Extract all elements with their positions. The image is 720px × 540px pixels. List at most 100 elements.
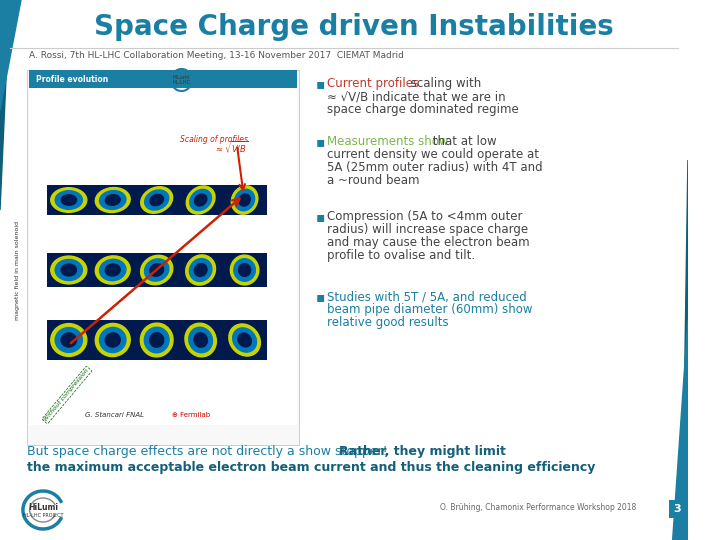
Text: and may cause the electron beam: and may cause the electron beam <box>327 236 529 249</box>
Ellipse shape <box>140 187 173 213</box>
Ellipse shape <box>150 264 163 276</box>
Bar <box>222 253 266 287</box>
Ellipse shape <box>95 256 130 284</box>
Ellipse shape <box>105 333 120 347</box>
Text: Space Charge driven Instabilities: Space Charge driven Instabilities <box>94 13 613 41</box>
Polygon shape <box>0 0 9 210</box>
Text: current density we could operate at: current density we could operate at <box>327 148 539 161</box>
Text: relative good results: relative good results <box>327 316 449 329</box>
Ellipse shape <box>105 195 120 205</box>
Bar <box>29 70 297 88</box>
Ellipse shape <box>230 255 259 285</box>
Ellipse shape <box>55 191 82 210</box>
Text: Rather, they might limit: Rather, they might limit <box>339 446 506 458</box>
Ellipse shape <box>55 259 82 281</box>
Text: A. Rossi, 7th HL-LHC Collaboration Meeting, 13-16 November 2017  CIEMAT Madrid: A. Rossi, 7th HL-LHC Collaboration Meeti… <box>29 51 403 60</box>
Text: Scaling of profiles: Scaling of profiles <box>181 136 248 145</box>
Bar <box>135 185 179 215</box>
Bar <box>47 253 91 287</box>
Ellipse shape <box>194 333 207 347</box>
Ellipse shape <box>186 186 215 214</box>
Ellipse shape <box>234 259 256 281</box>
Ellipse shape <box>229 324 261 356</box>
Text: O. Brühing, Chamonix Performance Workshop 2018: O. Brühing, Chamonix Performance Worksho… <box>439 503 636 511</box>
Bar <box>179 185 222 215</box>
Text: G. Stancari FNAL: G. Stancari FNAL <box>85 412 144 418</box>
Text: a ~round beam: a ~round beam <box>327 174 419 187</box>
Ellipse shape <box>140 323 173 357</box>
Text: space charge dominated regime: space charge dominated regime <box>327 103 518 116</box>
Ellipse shape <box>55 328 82 353</box>
Ellipse shape <box>51 188 87 212</box>
Ellipse shape <box>51 323 87 356</box>
Ellipse shape <box>61 195 76 205</box>
Ellipse shape <box>239 194 251 206</box>
Text: 5A (25mm outer radius) with 4T and: 5A (25mm outer radius) with 4T and <box>327 161 542 174</box>
Ellipse shape <box>189 327 212 353</box>
Ellipse shape <box>150 194 163 206</box>
Ellipse shape <box>95 187 130 212</box>
Text: ≈ √V/B indicate that we are in: ≈ √V/B indicate that we are in <box>327 90 505 103</box>
Text: ▪: ▪ <box>315 210 325 224</box>
Bar <box>222 185 266 215</box>
Ellipse shape <box>99 259 126 281</box>
Ellipse shape <box>150 333 163 347</box>
Text: HL-LHC PROJECT: HL-LHC PROJECT <box>23 514 63 518</box>
Text: Compression (5A to <4mm outer: Compression (5A to <4mm outer <box>327 210 522 223</box>
Ellipse shape <box>238 333 251 347</box>
Bar <box>27 70 299 445</box>
Text: ▪: ▪ <box>315 77 325 91</box>
Ellipse shape <box>238 264 251 276</box>
Bar <box>179 253 222 287</box>
Polygon shape <box>672 320 688 540</box>
Bar <box>135 253 179 287</box>
Bar <box>222 320 266 360</box>
Bar <box>91 185 135 215</box>
Text: $\approx \sqrt{V/B}$: $\approx \sqrt{V/B}$ <box>214 140 248 156</box>
Ellipse shape <box>145 259 169 281</box>
Text: that at low: that at low <box>429 135 497 148</box>
Bar <box>179 320 222 360</box>
Ellipse shape <box>235 189 255 211</box>
Polygon shape <box>0 0 21 110</box>
Ellipse shape <box>95 323 130 356</box>
Polygon shape <box>682 160 688 540</box>
Text: HiLumi: HiLumi <box>28 503 58 512</box>
Ellipse shape <box>145 190 168 210</box>
Ellipse shape <box>189 259 212 281</box>
Ellipse shape <box>140 255 173 285</box>
Ellipse shape <box>61 264 76 276</box>
Bar <box>47 185 91 215</box>
Bar <box>669 500 686 518</box>
Text: ▪: ▪ <box>315 135 325 149</box>
Bar <box>135 320 179 360</box>
Ellipse shape <box>185 323 216 357</box>
Ellipse shape <box>99 327 126 353</box>
Text: Studies with 5T / 5A, and reduced: Studies with 5T / 5A, and reduced <box>327 290 526 303</box>
Text: Without compression: Without compression <box>43 368 90 422</box>
Text: scaling with: scaling with <box>407 77 481 90</box>
Text: 3: 3 <box>674 504 681 514</box>
Text: beam pipe diameter (60mm) show: beam pipe diameter (60mm) show <box>327 303 532 316</box>
Text: profile to ovalise and tilt.: profile to ovalise and tilt. <box>327 249 475 262</box>
Text: Profile evolution: Profile evolution <box>36 75 109 84</box>
Bar <box>91 253 135 287</box>
Text: ⊕ Fermilab: ⊕ Fermilab <box>172 412 210 418</box>
Ellipse shape <box>186 255 215 285</box>
Bar <box>91 320 135 360</box>
Ellipse shape <box>194 264 207 276</box>
Ellipse shape <box>144 327 169 353</box>
Text: ▪: ▪ <box>315 290 325 304</box>
Text: the maximum acceptable electron beam current and thus the cleaning efficiency: the maximum acceptable electron beam cur… <box>27 462 595 475</box>
Text: Current profiles: Current profiles <box>327 77 419 90</box>
Text: Measurements show: Measurements show <box>327 135 449 148</box>
Ellipse shape <box>231 186 258 214</box>
Ellipse shape <box>105 264 120 276</box>
Text: But space charge effects are not directly a show stopper!: But space charge effects are not directl… <box>27 446 392 458</box>
Ellipse shape <box>190 190 212 211</box>
Ellipse shape <box>51 256 87 284</box>
Text: HiLumi
HL-LHC: HiLumi HL-LHC <box>173 75 191 85</box>
Ellipse shape <box>233 328 256 352</box>
Ellipse shape <box>194 194 207 206</box>
Bar <box>47 320 91 360</box>
